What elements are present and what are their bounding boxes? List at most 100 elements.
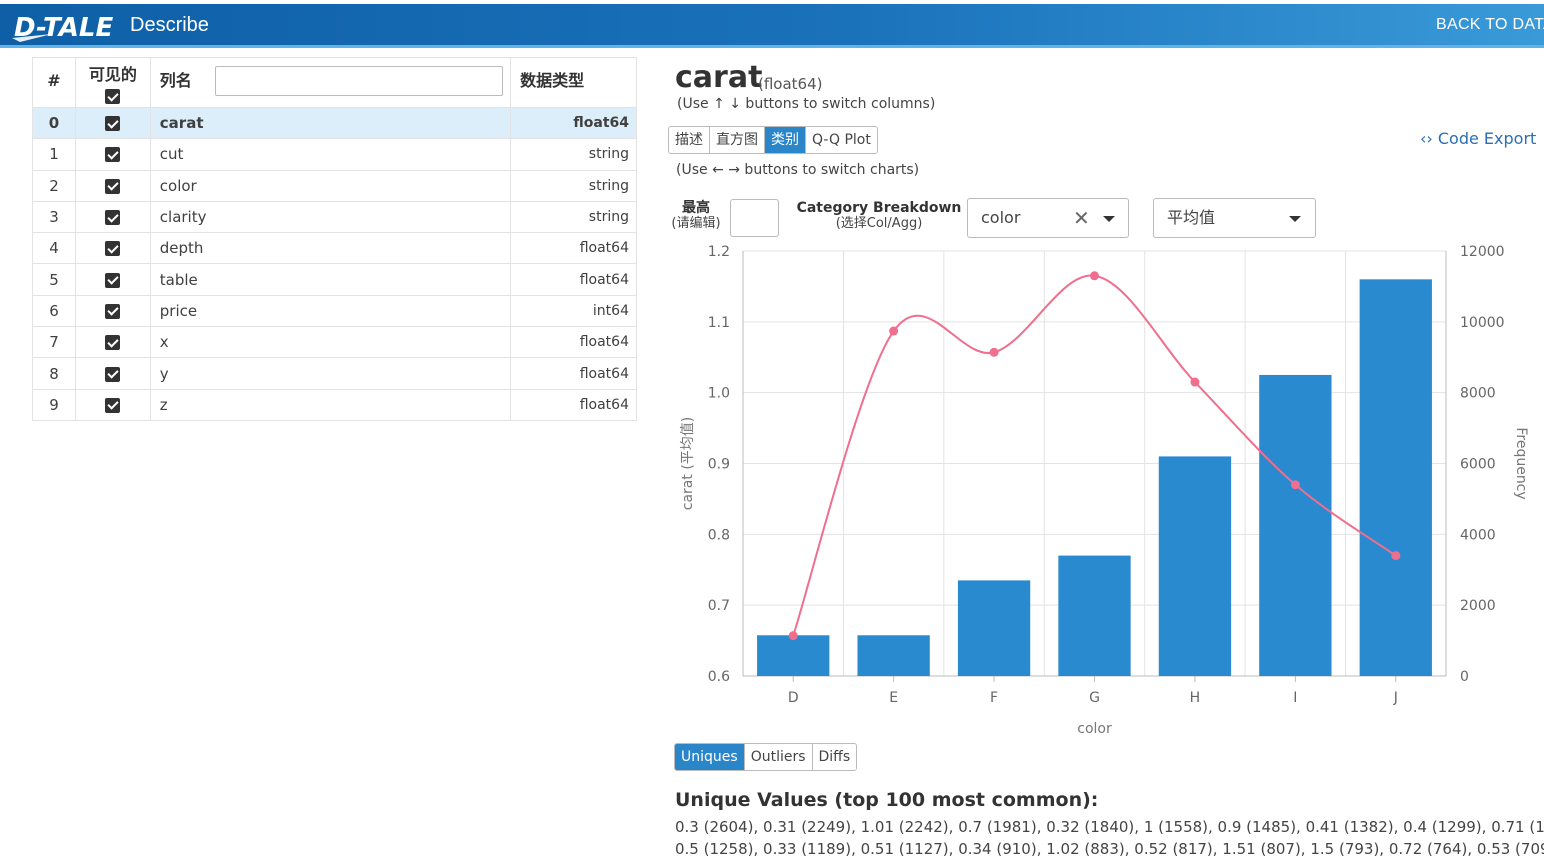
column-row[interactable]: 0 carat float64 [32, 106, 637, 140]
bar [957, 580, 1031, 676]
tab-diffs[interactable]: Diffs [812, 744, 857, 770]
column-name: z [149, 388, 512, 421]
category-breakdown-label: Category Breakdown (选择Col/Agg) [795, 200, 963, 232]
column-dtype: float64 [510, 232, 637, 265]
index-header: # [32, 57, 76, 108]
right-axis-title: Frequency [1513, 427, 1529, 499]
name-header: 列名 [149, 57, 512, 108]
visible-header: 可见的 [74, 57, 151, 108]
visible-cell [74, 106, 151, 140]
breakdown-column-select[interactable]: color ✕ [967, 198, 1129, 238]
x-tick-label: F [990, 690, 998, 706]
row-index: 0 [32, 106, 76, 140]
breakdown-column-value: color [981, 208, 1021, 227]
column-dtype: float64 [510, 106, 637, 140]
chevron-down-icon[interactable] [1289, 216, 1301, 222]
x-tick-label: H [1190, 690, 1201, 706]
column-dtype: float64 [510, 326, 637, 359]
unique-values-line-1: 0.3 (2604), 0.31 (2249), 1.01 (2242), 0.… [675, 818, 1544, 836]
row-index: 7 [32, 326, 76, 359]
left-tick-label: 1.1 [708, 315, 730, 331]
top-nav-bar: D-TALE Describe BACK TO DATA [0, 4, 1544, 48]
x-tick-label: D [788, 690, 799, 706]
unique-values-line-2: 0.5 (1258), 0.33 (1189), 0.51 (1127), 0.… [675, 840, 1544, 858]
column-row[interactable]: 1 cut string [32, 138, 637, 171]
tab-qq-plot[interactable]: Q-Q Plot [806, 127, 877, 153]
visible-checkbox[interactable] [105, 147, 121, 163]
mean-point [1290, 480, 1300, 490]
visible-header-label: 可见的 [88, 65, 137, 84]
visible-checkbox[interactable] [105, 178, 121, 194]
visible-checkbox[interactable] [105, 272, 121, 288]
row-index: 6 [32, 294, 76, 328]
visible-cell [74, 388, 151, 421]
visible-checkbox[interactable] [105, 335, 121, 351]
column-row[interactable]: 6 price int64 [32, 294, 637, 328]
column-row[interactable]: 2 color string [32, 169, 637, 202]
row-index: 8 [32, 357, 76, 390]
tab-outliers[interactable]: Outliers [744, 744, 813, 770]
visible-checkbox[interactable] [105, 116, 121, 132]
tab-categories[interactable]: 类别 [765, 127, 806, 153]
visible-cell [74, 169, 151, 202]
tab-describe[interactable]: 描述 [669, 127, 710, 153]
right-tick-label: 12000 [1460, 244, 1505, 260]
max-input[interactable] [730, 199, 779, 237]
tab-histogram[interactable]: 直方图 [710, 127, 765, 153]
visible-checkbox[interactable] [105, 366, 121, 382]
column-name: carat [149, 106, 512, 140]
right-tick-label: 4000 [1460, 527, 1496, 543]
visible-cell [74, 326, 151, 359]
visible-checkbox[interactable] [105, 303, 121, 319]
category-breakdown-sub: (选择Col/Agg) [835, 216, 923, 231]
clear-icon[interactable]: ✕ [1073, 206, 1090, 230]
column-row[interactable]: 5 table float64 [32, 263, 637, 296]
mean-point [788, 631, 798, 641]
column-name-filter-input[interactable] [214, 66, 503, 96]
dtale-logo[interactable]: D-TALE [12, 8, 122, 44]
visible-checkbox[interactable] [105, 397, 121, 413]
columns-table: # 可见的 列名 数据类型 0 carat float64 1 cut string 2 co… [32, 57, 637, 421]
column-dtype: float64 [510, 388, 637, 421]
column-row[interactable]: 4 depth float64 [32, 232, 637, 265]
bar [1158, 456, 1232, 676]
category-breakdown-chart: 0.6 0 0.7 2000 0.8 4000 0.9 6000 1.0 8000 1.1 10000… [680, 244, 1529, 737]
chart-type-tabs: 描述 直方图 类别 Q-Q Plot [668, 126, 878, 154]
selected-column-title: carat [675, 60, 763, 95]
tab-uniques[interactable]: Uniques [675, 744, 745, 770]
column-dtype: string [510, 169, 637, 202]
left-tick-label: 1.0 [708, 386, 730, 402]
column-row[interactable]: 7 x float64 [32, 326, 637, 359]
detail-tabs: Uniques Outliers Diffs [674, 743, 858, 771]
visible-checkbox[interactable] [105, 241, 121, 257]
column-dtype: string [510, 200, 637, 234]
category-breakdown-text: Category Breakdown [796, 200, 962, 216]
column-name: cut [149, 138, 512, 171]
back-to-data-link[interactable]: BACK TO DATA [1436, 16, 1544, 33]
column-row[interactable]: 9 z float64 [32, 388, 637, 421]
column-dtype: string [510, 138, 637, 171]
column-dtype: int64 [510, 294, 637, 328]
column-row[interactable]: 3 clarity string [32, 200, 637, 234]
visible-cell [74, 263, 151, 296]
dtype-header: 数据类型 [510, 57, 637, 108]
code-export-link[interactable]: ‹› Code Export [1420, 129, 1537, 148]
right-tick-label: 10000 [1460, 315, 1505, 331]
visible-cell [74, 138, 151, 171]
column-dtype: float64 [510, 357, 637, 390]
right-tick-label: 8000 [1460, 386, 1496, 402]
unique-values-title: Unique Values (top 100 most common): [675, 789, 1099, 811]
x-axis-title: color [1077, 721, 1112, 737]
visible-checkbox[interactable] [105, 210, 121, 226]
mean-point [989, 347, 999, 357]
mean-line [792, 274, 1397, 636]
mean-point [1090, 271, 1099, 281]
bar [857, 635, 930, 676]
column-row[interactable]: 8 y float64 [32, 357, 637, 390]
chevron-down-icon[interactable] [1103, 216, 1115, 222]
x-tick-label: I [1293, 690, 1297, 706]
right-tick-label: 6000 [1460, 457, 1496, 473]
aggregation-select[interactable]: 平均值 [1153, 198, 1316, 238]
toggle-all-visible-checkbox[interactable] [105, 89, 121, 104]
left-tick-label: 0.9 [708, 457, 730, 473]
